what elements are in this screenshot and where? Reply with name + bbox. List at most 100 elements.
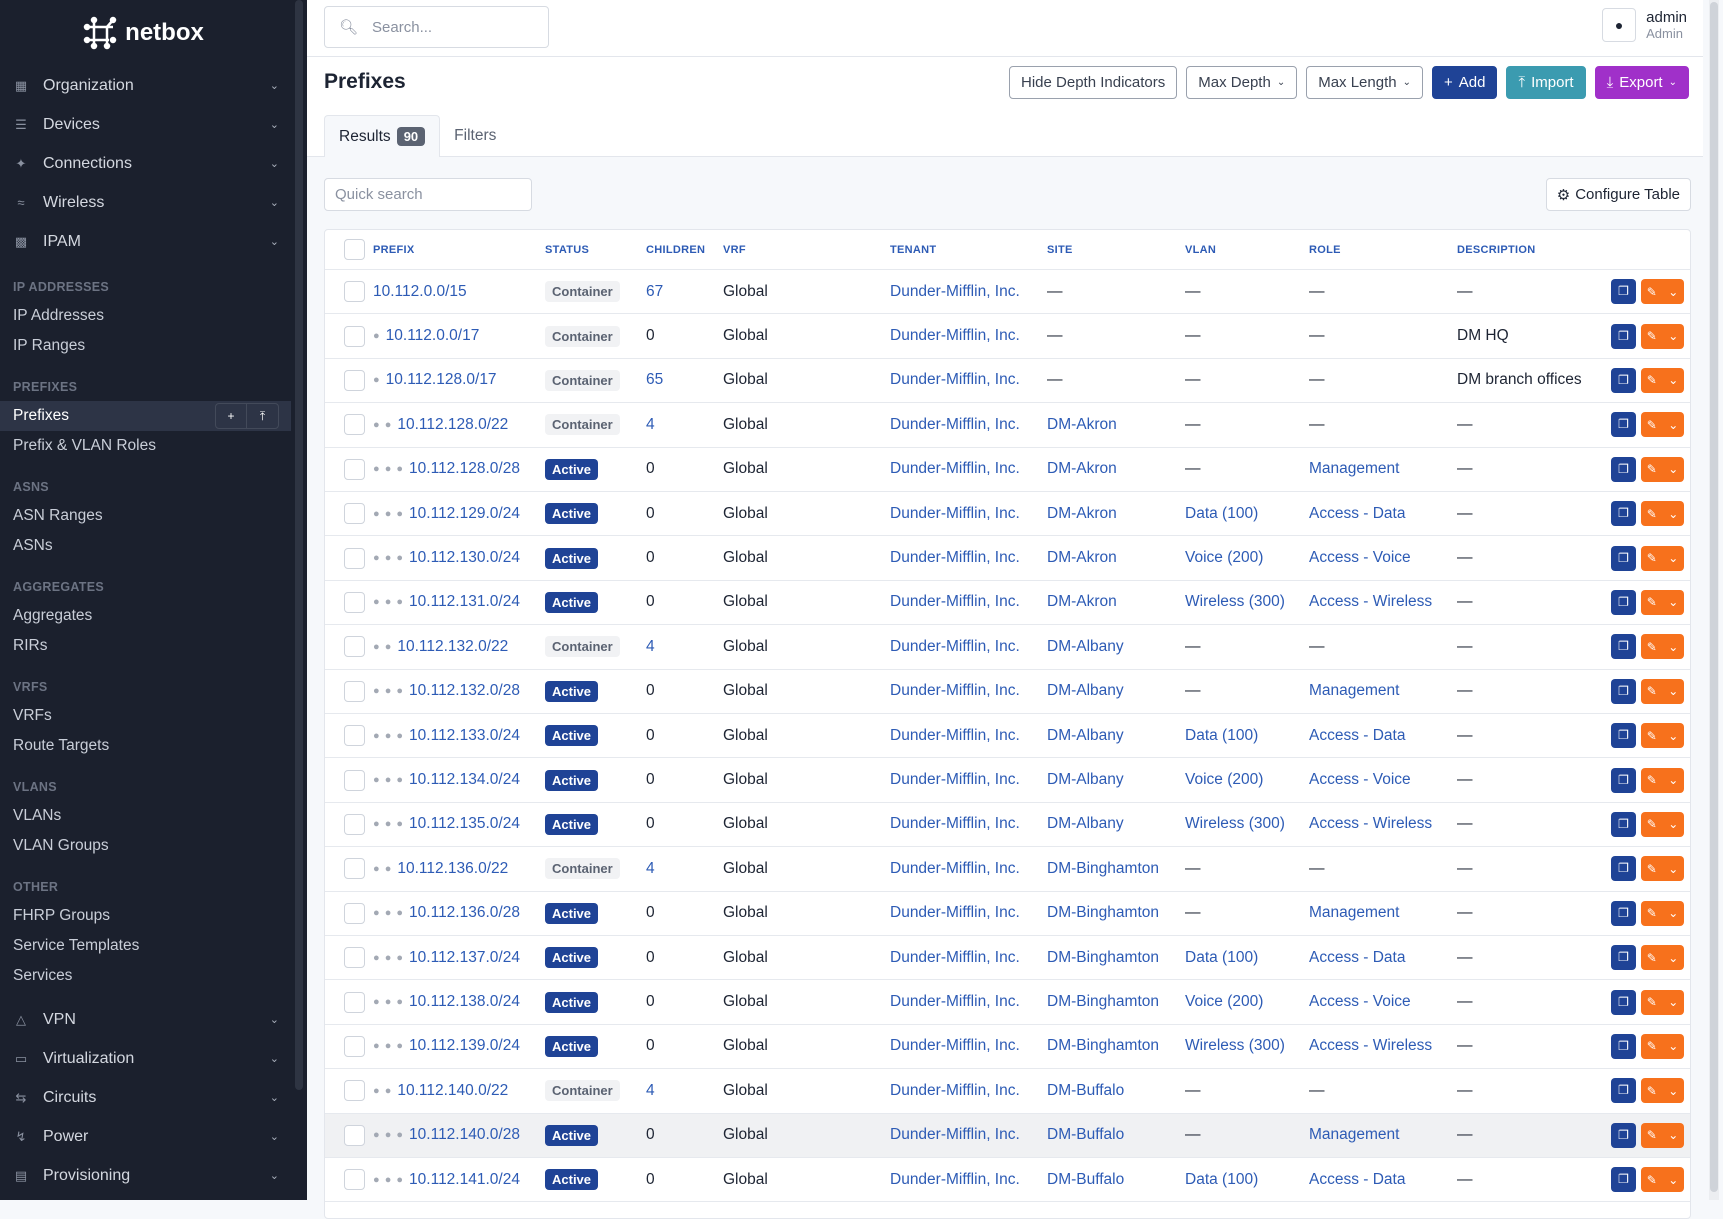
tenant-link[interactable]: Dunder-Mifflin, Inc. [890,771,1020,789]
column-header-prefix[interactable]: PREFIX [373,243,415,256]
clone-button-copy-icon[interactable]: ❐ [1611,989,1636,1015]
role-link[interactable]: Access - Wireless [1309,1037,1433,1055]
sidebar-item[interactable]: Aggregates [0,601,307,631]
site-link[interactable]: DM-Albany [1047,637,1124,655]
prefix-link[interactable]: 10.112.129.0/24 [409,504,520,522]
role-link[interactable]: Management [1309,682,1400,700]
site-link[interactable]: DM-Akron [1047,504,1117,522]
user-menu[interactable]: ● admin Admin [1602,8,1687,42]
site-link[interactable]: DM-Akron [1047,593,1117,611]
row-checkbox[interactable] [344,947,365,969]
row-checkbox[interactable] [344,547,365,569]
row-checkbox[interactable] [344,1169,365,1191]
edit-dropdown-button[interactable]: ✎ ⌄ [1641,1033,1684,1059]
tenant-link[interactable]: Dunder-Mifflin, Inc. [890,371,1020,389]
sidebar-menu-provisioning[interactable]: ▤ Provisioning ⌄ [0,1156,307,1195]
sidebar-menu-ipam[interactable]: ▩ IPAM ⌄ [0,222,307,261]
sidebar-item[interactable]: Prefixes + ⤒ [0,401,291,431]
role-link[interactable]: Access - Data [1309,948,1406,966]
sidebar-item[interactable]: Service Templates [0,931,307,961]
vlan-link[interactable]: Voice (200) [1185,771,1264,789]
prefix-link[interactable]: 10.112.134.0/24 [409,771,520,789]
column-header-description[interactable]: DESCRIPTION [1457,243,1536,256]
netbox-logo[interactable]: netbox [0,0,307,66]
row-checkbox[interactable] [344,458,365,480]
site-link[interactable]: DM-Albany [1047,726,1124,744]
clone-button-copy-icon[interactable]: ❐ [1611,945,1636,971]
site-link[interactable]: DM-Albany [1047,815,1124,833]
column-header-tenant[interactable]: TENANT [890,243,937,256]
row-checkbox[interactable] [344,680,365,702]
tenant-link[interactable]: Dunder-Mifflin, Inc. [890,859,1020,877]
edit-dropdown-button[interactable]: ✎ ⌄ [1641,1078,1684,1104]
column-header-children[interactable]: CHILDREN [646,243,706,256]
vlan-link[interactable]: Data (100) [1185,1170,1259,1188]
tenant-link[interactable]: Dunder-Mifflin, Inc. [890,904,1020,922]
sidebar-menu-wireless[interactable]: ≈ Wireless ⌄ [0,183,307,222]
tenant-link[interactable]: Dunder-Mifflin, Inc. [890,637,1020,655]
max-length-dropdown[interactable]: Max Length ⌄ [1306,66,1423,99]
row-checkbox[interactable] [344,591,365,613]
tenant-link[interactable]: Dunder-Mifflin, Inc. [890,549,1020,567]
clone-button-copy-icon[interactable]: ❐ [1611,634,1636,660]
row-checkbox[interactable] [344,1124,365,1146]
edit-dropdown-button[interactable]: ✎ ⌄ [1641,856,1684,882]
edit-dropdown-button[interactable]: ✎ ⌄ [1641,811,1684,837]
clone-button-copy-icon[interactable]: ❐ [1611,767,1636,793]
prefix-link[interactable]: 10.112.132.0/28 [409,682,520,700]
page-scrollbar[interactable] [1709,0,1719,1200]
site-link[interactable]: DM-Akron [1047,460,1117,478]
edit-dropdown-button[interactable]: ✎ ⌄ [1641,1167,1684,1193]
sidebar-item[interactable]: ASNs [0,531,307,561]
sidebar-item[interactable]: VLAN Groups [0,831,307,861]
row-checkbox[interactable] [344,636,365,658]
site-link[interactable]: DM-Binghamton [1047,993,1159,1011]
import-prefix-upload-icon[interactable]: ⤒ [259,409,266,423]
prefix-link[interactable]: 10.112.128.0/28 [409,460,520,478]
prefix-link[interactable]: 10.112.136.0/22 [397,859,509,877]
role-link[interactable]: Access - Voice [1309,771,1411,789]
tenant-link[interactable]: Dunder-Mifflin, Inc. [890,993,1020,1011]
tab-results[interactable]: Results 90 [324,115,441,157]
clone-button-copy-icon[interactable]: ❐ [1611,323,1636,349]
site-link[interactable]: DM-Binghamton [1047,1037,1159,1055]
clone-button-copy-icon[interactable]: ❐ [1611,1167,1636,1193]
sidebar-item[interactable]: FHRP Groups [0,901,307,931]
edit-dropdown-button[interactable]: ✎ ⌄ [1641,634,1684,660]
prefix-link[interactable]: 10.112.133.0/24 [409,726,520,744]
site-link[interactable]: DM-Buffalo [1047,1170,1125,1188]
quick-search-input[interactable]: Quick search [324,178,532,211]
clone-button-copy-icon[interactable]: ❐ [1611,367,1636,393]
tenant-link[interactable]: Dunder-Mifflin, Inc. [890,593,1020,611]
sidebar-item[interactable]: RIRs [0,631,307,661]
edit-dropdown-button[interactable]: ✎ ⌄ [1641,723,1684,749]
prefix-link[interactable]: 10.112.141.0/24 [409,1170,520,1188]
tenant-link[interactable]: Dunder-Mifflin, Inc. [890,1126,1020,1144]
sidebar-item[interactable]: Route Targets [0,731,307,761]
global-search-input[interactable]: 🔍︎ Search... [324,6,549,48]
clone-button-copy-icon[interactable]: ❐ [1611,456,1636,482]
vlan-link[interactable]: Voice (200) [1185,993,1264,1011]
edit-dropdown-button[interactable]: ✎ ⌄ [1641,767,1684,793]
tenant-link[interactable]: Dunder-Mifflin, Inc. [890,815,1020,833]
tenant-link[interactable]: Dunder-Mifflin, Inc. [890,327,1020,345]
children-count[interactable]: 4 [646,1081,655,1099]
role-link[interactable]: Access - Voice [1309,993,1411,1011]
row-checkbox[interactable] [344,991,365,1013]
column-header-vlan[interactable]: VLAN [1185,243,1217,256]
role-link[interactable]: Management [1309,460,1400,478]
children-count[interactable]: 67 [646,282,664,300]
edit-dropdown-button[interactable]: ✎ ⌄ [1641,1122,1684,1148]
site-link[interactable]: DM-Buffalo [1047,1081,1125,1099]
tenant-link[interactable]: Dunder-Mifflin, Inc. [890,1081,1020,1099]
prefix-link[interactable]: 10.112.132.0/22 [397,637,509,655]
prefix-link[interactable]: 10.112.139.0/24 [409,1037,520,1055]
prefix-link[interactable]: 10.112.128.0/22 [397,415,509,433]
vlan-link[interactable]: Voice (200) [1185,549,1264,567]
sidebar-item[interactable]: IP Ranges [0,331,307,361]
edit-dropdown-button[interactable]: ✎ ⌄ [1641,989,1684,1015]
role-link[interactable]: Access - Wireless [1309,593,1433,611]
edit-dropdown-button[interactable]: ✎ ⌄ [1641,945,1684,971]
sidebar-menu-organization[interactable]: ▦ Organization ⌄ [0,66,307,105]
row-checkbox[interactable] [344,369,365,391]
